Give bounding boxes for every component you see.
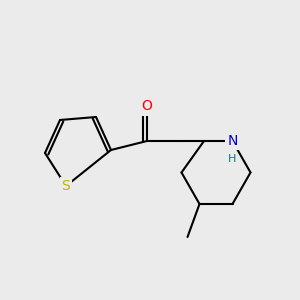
Text: S: S (61, 179, 70, 193)
Text: N: N (227, 134, 238, 148)
Text: O: O (142, 100, 152, 113)
Text: H: H (228, 154, 237, 164)
